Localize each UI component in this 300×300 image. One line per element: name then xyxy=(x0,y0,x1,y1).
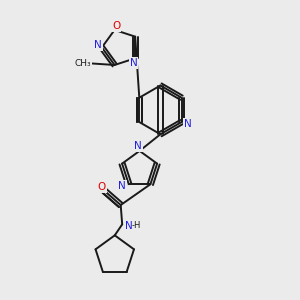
Text: N: N xyxy=(94,40,102,50)
Text: O: O xyxy=(112,21,120,32)
Text: N: N xyxy=(184,118,192,128)
Text: N: N xyxy=(134,141,142,151)
Text: N: N xyxy=(118,181,126,191)
Text: -H: -H xyxy=(132,221,141,230)
Text: N: N xyxy=(124,221,132,231)
Text: CH₃: CH₃ xyxy=(74,59,91,68)
Text: O: O xyxy=(98,182,106,192)
Text: N: N xyxy=(130,58,138,68)
